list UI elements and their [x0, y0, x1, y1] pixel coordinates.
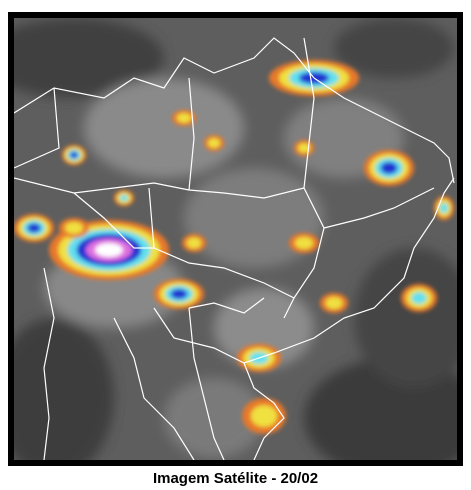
border-line [43, 267, 55, 460]
cloud-cell [176, 113, 192, 123]
border-line [188, 307, 225, 460]
border-line [73, 192, 154, 249]
cloud-cell [186, 237, 202, 249]
borders [14, 37, 455, 460]
cloud [184, 168, 324, 268]
cloud-cell [298, 143, 310, 153]
border-line [323, 187, 435, 229]
satellite-image [14, 18, 457, 460]
cloud-cell [250, 405, 278, 427]
cloud-cell [27, 223, 41, 233]
cloud [334, 18, 454, 78]
border-line [113, 317, 195, 460]
cloud-cell [119, 194, 129, 202]
coastline [313, 77, 455, 184]
image-frame [8, 12, 463, 466]
border-line [14, 177, 305, 199]
cloud [14, 18, 164, 98]
border-line [188, 297, 265, 314]
cloud [164, 378, 264, 458]
cloud-cell [325, 297, 343, 309]
border-line [148, 187, 295, 299]
border-line [14, 37, 315, 114]
cloud-cell [95, 243, 123, 257]
caption: Imagem Satélite - 20/02 [152, 470, 319, 487]
cloud-cell [208, 138, 220, 148]
cloud-cell [65, 222, 83, 234]
border-line [188, 77, 195, 191]
cloud-cell [70, 151, 78, 159]
cloud-cell [295, 237, 313, 249]
border-line [243, 362, 285, 460]
cloud-cell [411, 292, 427, 304]
convective-cells [14, 60, 454, 434]
cloud [84, 78, 244, 178]
cloud [14, 318, 114, 460]
cloud-cell [170, 289, 188, 299]
border-line [14, 87, 60, 169]
cloud [354, 248, 457, 388]
cloud-cell [380, 162, 398, 174]
border-line [153, 177, 455, 364]
cloud-cell [439, 202, 449, 214]
